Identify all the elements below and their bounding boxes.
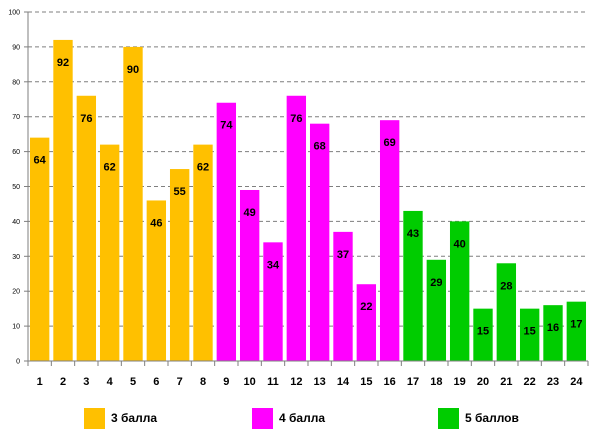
legend-item-4-balla: 4 балла [252, 406, 325, 430]
x-tick-label: 11 [267, 376, 279, 388]
x-tick-label: 14 [337, 376, 350, 388]
bar [286, 95, 307, 361]
data-label: 68 [314, 141, 326, 153]
x-tick-label: 10 [244, 376, 256, 388]
y-tick-label: 50 [12, 184, 20, 191]
bar [519, 308, 540, 361]
bar [239, 189, 260, 361]
bar [543, 305, 563, 361]
legend-swatch [252, 407, 273, 429]
x-tick-label: 4 [107, 376, 114, 388]
bar [29, 137, 50, 361]
data-label: 34 [267, 259, 280, 271]
x-tick-label: 20 [477, 376, 489, 388]
y-tick-label: 10 [12, 324, 20, 331]
data-label: 74 [220, 120, 233, 132]
x-tick-label: 22 [524, 376, 536, 388]
bar [449, 221, 470, 361]
bar [426, 259, 447, 361]
data-label: 17 [570, 319, 582, 331]
x-tick-label: 7 [177, 376, 183, 388]
x-tick-label: 18 [430, 376, 442, 388]
x-tick-label: 6 [153, 376, 159, 388]
x-tick-label: 23 [547, 376, 559, 388]
bar [309, 123, 330, 362]
bar [53, 39, 73, 362]
y-tick-label: 70 [12, 114, 20, 121]
gridlines [24, 11, 588, 362]
x-tick-label: 13 [314, 376, 326, 388]
bar [473, 308, 493, 361]
data-label: 69 [384, 137, 396, 149]
bars: 64 92 76 62 90 46 55 62 74 49 34 76 68 37 22 69 43 29 40 15… [29, 39, 587, 362]
data-label: 15 [524, 326, 536, 338]
y-tick-label: 60 [12, 149, 20, 156]
data-label: 55 [174, 186, 186, 198]
bar [169, 169, 190, 361]
data-label: 76 [80, 113, 92, 125]
data-label: 90 [127, 64, 139, 76]
data-label: 40 [454, 238, 466, 250]
bar [566, 301, 587, 361]
x-tick-label: 15 [360, 376, 372, 388]
legend-swatch [438, 407, 459, 429]
x-tick-label: 9 [223, 376, 229, 388]
data-label: 49 [244, 207, 256, 219]
bar [99, 144, 120, 361]
data-label: 22 [360, 301, 372, 313]
data-label: 46 [150, 217, 162, 229]
data-label: 28 [500, 280, 512, 292]
bar [496, 263, 517, 361]
legend-label: 5 баллов [465, 411, 519, 425]
y-tick-label: 90 [12, 44, 20, 51]
x-axis-ticks: 1 2 3 4 5 6 7 8 9 10 11 12 13 14 15 16 17 18 19 20 21 22 23 24 [27, 361, 589, 388]
y-tick-label: 40 [12, 219, 20, 226]
x-tick-label: 8 [200, 376, 206, 388]
data-label: 15 [477, 326, 489, 338]
y-axis-ticks: 0 10 20 30 40 50 60 70 80 90 100 [8, 10, 20, 366]
x-tick-label: 5 [130, 376, 136, 388]
bar [263, 242, 283, 361]
bar [333, 231, 353, 361]
data-label: 29 [430, 277, 442, 289]
bar [403, 210, 423, 361]
x-tick-label: 19 [454, 376, 466, 388]
bar [146, 200, 167, 361]
x-tick-label: 21 [500, 376, 512, 388]
data-label: 43 [407, 228, 419, 240]
x-tick-label: 12 [290, 376, 302, 388]
legend-item-5-ballov: 5 баллов [438, 406, 519, 430]
y-tick-label: 0 [16, 359, 20, 366]
x-tick-label: 1 [37, 376, 43, 388]
legend-label: 3 балла [111, 411, 158, 425]
x-tick-label: 24 [570, 376, 583, 388]
legend-swatch [84, 407, 105, 429]
bar [76, 95, 97, 361]
data-label: 62 [197, 162, 209, 174]
data-label: 64 [34, 155, 47, 167]
x-tick-label: 2 [60, 376, 66, 388]
y-tick-label: 80 [12, 79, 20, 86]
legend-label: 4 балла [279, 411, 326, 425]
data-label: 76 [290, 113, 302, 125]
x-tick-label: 17 [407, 376, 419, 388]
y-tick-label: 100 [8, 10, 20, 17]
bar [356, 284, 377, 361]
data-label: 16 [547, 322, 559, 334]
bar [193, 144, 213, 361]
bar [379, 120, 400, 361]
bar [216, 102, 237, 362]
bar [123, 46, 143, 362]
data-label: 62 [104, 162, 116, 174]
y-tick-label: 30 [12, 254, 20, 261]
y-tick-label: 20 [12, 289, 20, 296]
data-label: 92 [57, 57, 69, 69]
x-tick-label: 3 [83, 376, 89, 388]
data-label: 37 [337, 249, 349, 261]
x-tick-label: 16 [384, 376, 396, 388]
legend-item-3-balla: 3 балла [84, 406, 157, 430]
